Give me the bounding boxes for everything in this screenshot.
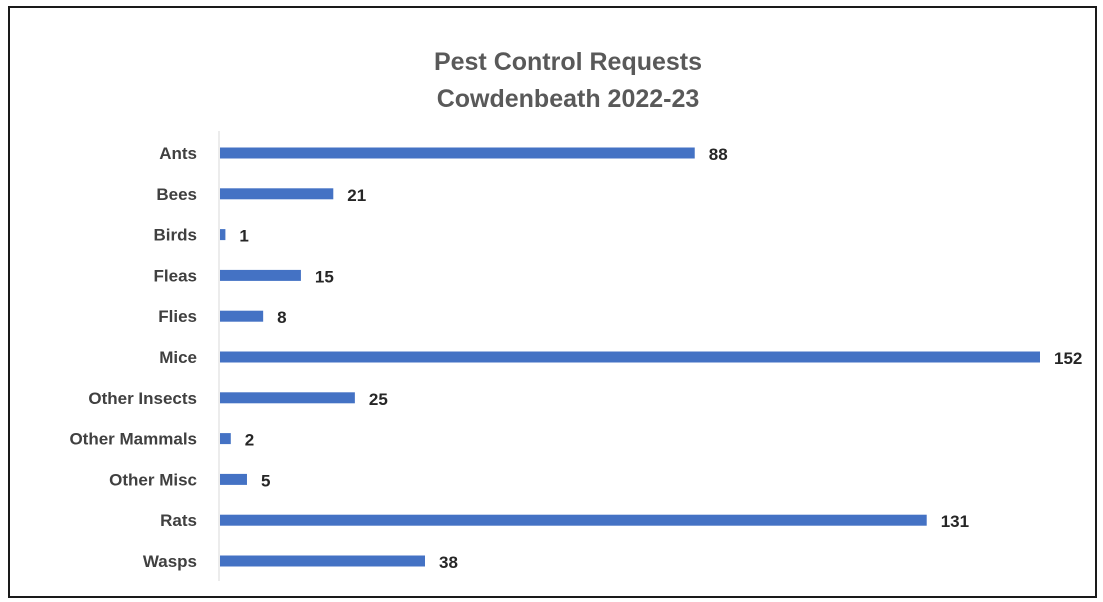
bar-bees	[220, 188, 334, 200]
chart-frame: Pest Control Requests Cowdenbeath 2022-2…	[8, 6, 1097, 598]
value-label-bees: 21	[347, 186, 366, 205]
bar-ants	[220, 147, 695, 159]
category-label-other-mammals: Other Mammals	[69, 430, 197, 449]
value-label-mice: 152	[1054, 349, 1082, 368]
value-label-other-mammals: 2	[245, 431, 254, 450]
bar-wasps	[220, 555, 425, 567]
value-label-birds: 1	[239, 227, 248, 246]
value-label-rats: 131	[941, 512, 969, 531]
bar-birds	[220, 229, 226, 241]
value-label-other-insects: 25	[369, 390, 388, 409]
bar-chart: Pest Control Requests Cowdenbeath 2022-2…	[69, 48, 1082, 581]
bar-flies	[220, 310, 264, 322]
category-label-rats: Rats	[160, 511, 197, 530]
category-label-ants: Ants	[159, 144, 197, 163]
category-label-flies: Flies	[158, 307, 197, 326]
bar-rats	[220, 514, 927, 526]
value-label-ants: 88	[709, 145, 728, 164]
chart-subtitle: Cowdenbeath 2022-23	[437, 85, 700, 113]
category-label-mice: Mice	[159, 348, 197, 367]
bar-other-misc	[220, 473, 247, 485]
category-label-other-insects: Other Insects	[88, 389, 197, 408]
category-label-wasps: Wasps	[143, 552, 197, 571]
category-label-fleas: Fleas	[154, 266, 197, 285]
bar-other-mammals	[220, 433, 231, 445]
value-label-fleas: 15	[315, 267, 334, 286]
value-label-other-misc: 5	[261, 471, 270, 490]
bar-mice	[220, 351, 1040, 363]
category-label-birds: Birds	[154, 226, 197, 245]
chart-title: Pest Control Requests	[434, 48, 702, 76]
bar-fleas	[220, 269, 301, 281]
category-label-bees: Bees	[156, 185, 197, 204]
bars-group: Ants 88 Bees 21 Birds 1 Fleas 15 Flies 8 Mice 152 Ot…	[69, 144, 1082, 572]
bar-other-insects	[220, 392, 355, 404]
category-label-other-misc: Other Misc	[109, 470, 197, 489]
value-label-wasps: 38	[439, 553, 458, 572]
value-label-flies: 8	[277, 308, 286, 327]
